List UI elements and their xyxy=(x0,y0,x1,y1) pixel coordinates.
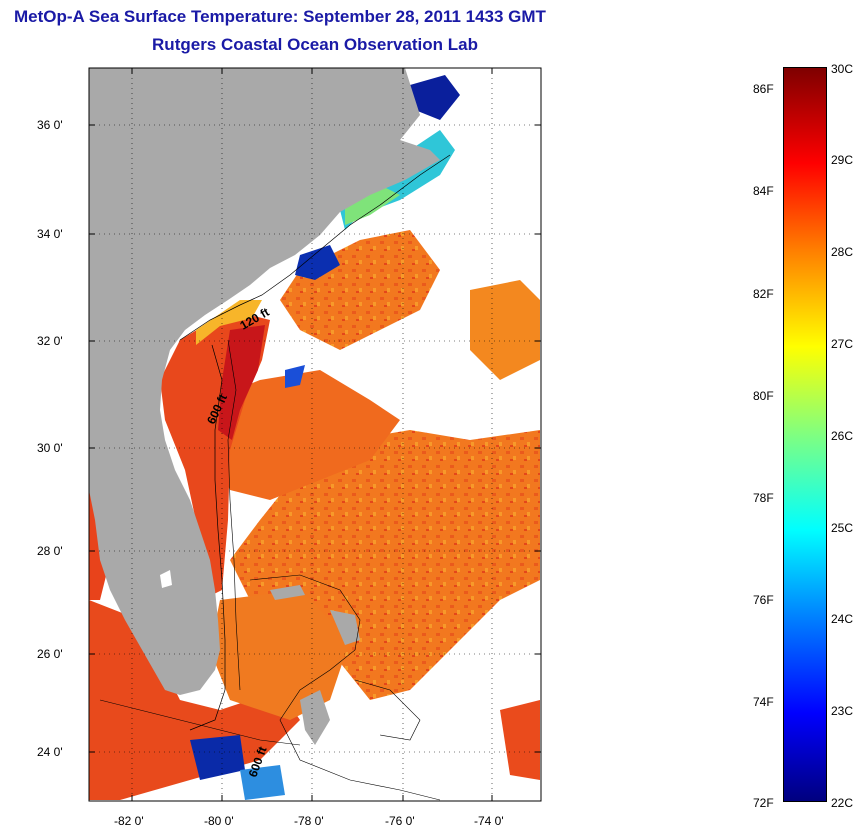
colorbar-label-c: 25C xyxy=(831,521,854,535)
colorbar-label-c: 29C xyxy=(831,153,854,167)
sst-patch-central xyxy=(210,370,400,500)
colorbar-label-f: 84F xyxy=(753,184,774,198)
colorbar-label-f: 72F xyxy=(753,796,774,810)
colorbar-label-f: 86F xyxy=(753,82,774,96)
land-bahamas-andros xyxy=(300,690,330,745)
sst-patch-bahamas xyxy=(210,590,350,720)
colorbar-label-c: 24C xyxy=(831,612,854,626)
colorbar-label-c: 22C xyxy=(831,796,854,810)
colorbar-label-c: 23C xyxy=(831,704,854,718)
map-title: MetOp-A Sea Surface Temperature: Septemb… xyxy=(14,7,546,26)
temperature-colorbar xyxy=(783,67,827,802)
lat-tick: 32 0' xyxy=(37,334,63,348)
lon-tick: -82 0' xyxy=(114,814,144,828)
lat-tick: 26 0' xyxy=(37,647,63,661)
lat-tick: 24 0' xyxy=(37,745,63,759)
lat-tick: 28 0' xyxy=(37,544,63,558)
lat-tick: 36 0' xyxy=(37,118,63,132)
lon-tick: -80 0' xyxy=(204,814,234,828)
sst-patch-east xyxy=(470,280,540,380)
colorbar-label-f: 76F xyxy=(753,593,774,607)
colorbar-label-c: 27C xyxy=(831,337,854,351)
contour-120ft xyxy=(179,154,451,341)
gulf-stream-core xyxy=(218,325,265,440)
colorbar-label-c: 28C xyxy=(831,245,854,259)
sst-patch-offshore xyxy=(230,430,540,700)
colorbar-label-f: 74F xyxy=(753,695,774,709)
colorbar-label-f: 80F xyxy=(753,389,774,403)
lon-tick: -76 0' xyxy=(385,814,415,828)
colorbar-label-f: 82F xyxy=(753,287,774,301)
lon-tick: -74 0' xyxy=(474,814,504,828)
lon-tick: -78 0' xyxy=(294,814,324,828)
colorbar-label-c: 30C xyxy=(831,62,854,76)
sst-patch-southeast xyxy=(500,700,540,780)
map-grid xyxy=(89,68,541,801)
contour-600ft xyxy=(189,344,226,731)
sst-patch-gulf xyxy=(89,600,300,800)
colorbar-label-f: 78F xyxy=(753,491,774,505)
map-subtitle: Rutgers Coastal Ocean Observation Lab xyxy=(152,35,478,54)
land-bahamas-abaco xyxy=(330,610,360,645)
lat-tick: 34 0' xyxy=(37,227,63,241)
land-us-coast xyxy=(89,68,440,695)
colorbar-label-c: 26C xyxy=(831,429,854,443)
lat-tick: 30 0' xyxy=(37,441,63,455)
